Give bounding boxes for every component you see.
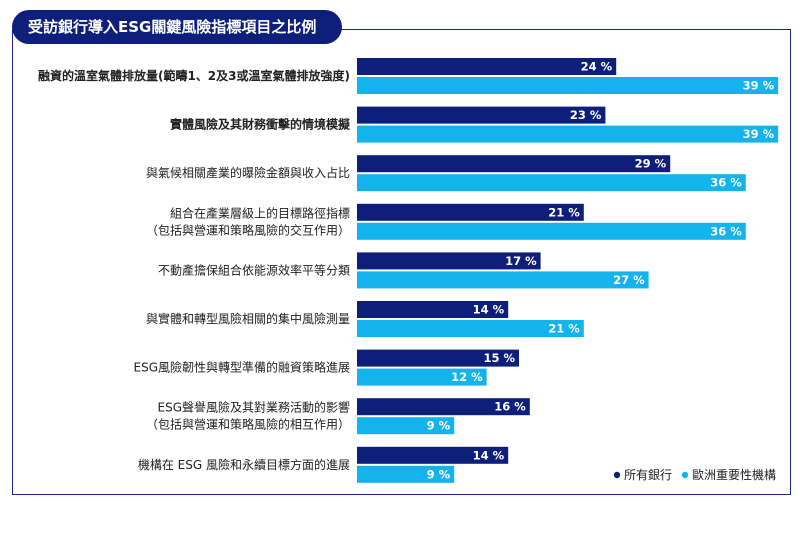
category-label: 與實體和轉型風險相關的集中風險測量 (146, 311, 350, 326)
category-label: 不動產擔保組合依能源效率平等分類 (158, 262, 350, 277)
category-label: 與氣候相關產業的曝險金額與收入占比 (146, 165, 350, 180)
bar-all-banks (357, 155, 671, 173)
bar-eu-institutions (357, 271, 649, 289)
bar-eu-institutions (357, 417, 455, 435)
data-label: 29 % (635, 157, 667, 171)
category-label: 機構在 ESG 風險和永續目標方面的進展 (138, 457, 350, 472)
bar-eu-institutions (357, 222, 746, 240)
data-label: 27 % (613, 273, 645, 287)
bar-all-banks (357, 446, 509, 464)
legend-marker (613, 471, 621, 479)
category-label: ESG聲譽風險及其對業務活動的影響 (158, 400, 351, 415)
data-label: 23 % (570, 108, 602, 122)
data-label: 15 % (483, 351, 515, 365)
data-label: 39 % (743, 79, 775, 93)
bar-all-banks (357, 106, 606, 124)
bar-all-banks (357, 252, 541, 270)
bar-eu-institutions (357, 174, 746, 192)
data-label: 21 % (548, 322, 580, 336)
category-label: （包括與營運和策略風險的交互作用） (146, 222, 350, 237)
legend-marker (681, 471, 689, 479)
category-label: （包括與營運和策略風險的相互作用） (146, 417, 350, 432)
bar-eu-institutions (357, 320, 584, 337)
data-label: 12 % (451, 370, 483, 384)
data-label: 14 % (473, 303, 505, 317)
bar-all-banks (357, 301, 509, 318)
data-label: 36 % (710, 176, 742, 190)
data-label: 9 % (427, 419, 451, 433)
data-label: 36 % (710, 224, 742, 238)
bar-eu-institutions (357, 368, 487, 386)
bar-all-banks (357, 398, 530, 416)
category-label: 實體風險及其財務衝擊的情境模擬 (170, 117, 351, 132)
bar-all-banks (357, 58, 617, 75)
data-label: 14 % (473, 448, 505, 462)
category-label: ESG風險韌性與轉型準備的融資策略進展 (134, 360, 351, 375)
bar-all-banks (357, 203, 584, 221)
data-label: 21 % (548, 205, 580, 219)
data-label: 17 % (505, 254, 537, 268)
chart-frame (12, 29, 791, 495)
category-label: 融資的溫室氣體排放量(範疇1、2及3或溫室氣體排放強度) (38, 68, 350, 83)
data-label: 16 % (494, 400, 526, 414)
data-label: 24 % (581, 60, 613, 74)
bar-eu-institutions (357, 125, 779, 143)
bar-eu-institutions (357, 77, 779, 94)
legend-label: 歐洲重要性機構 (692, 467, 776, 482)
bar-eu-institutions (357, 465, 455, 483)
category-label: 組合在產業層級上的目標路徑指標 (170, 205, 350, 220)
data-label: 9 % (427, 467, 451, 481)
chart-title: 受訪銀行導入ESG關鍵風險指標項目之比例 (12, 10, 342, 44)
data-label: 39 % (743, 127, 775, 141)
bar-all-banks (357, 349, 519, 367)
legend-label: 所有銀行 (624, 468, 672, 482)
